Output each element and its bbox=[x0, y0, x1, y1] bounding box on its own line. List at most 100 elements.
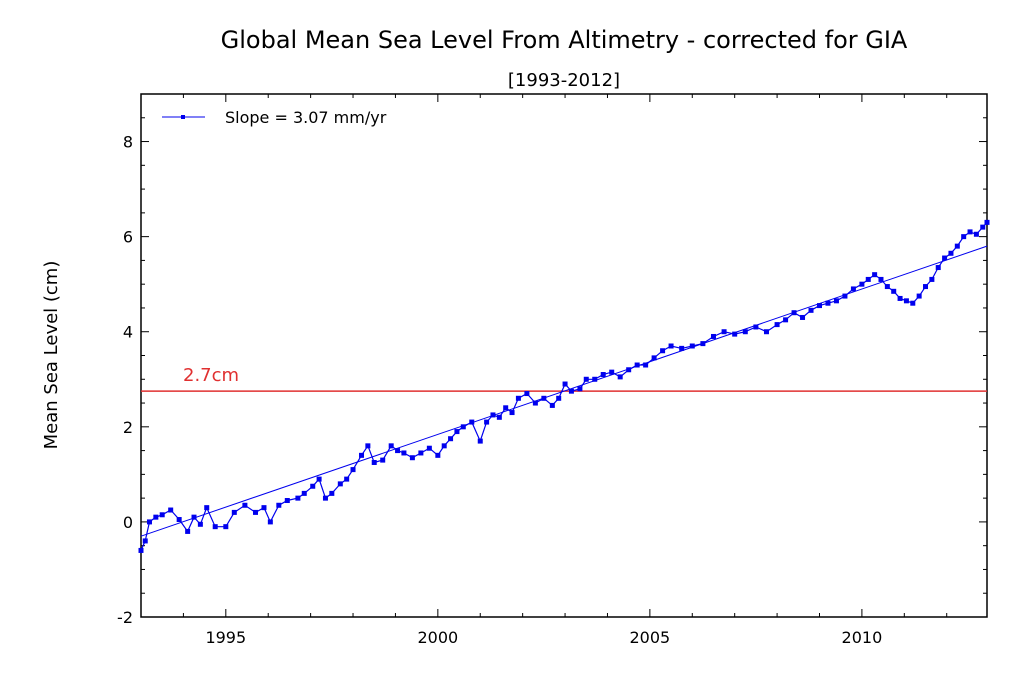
data-point bbox=[973, 231, 979, 237]
chart-title: Global Mean Sea Level From Altimetry - c… bbox=[221, 26, 908, 54]
y-tick-label: 8 bbox=[123, 133, 133, 152]
data-point bbox=[301, 490, 307, 496]
plot-area: -2 0 2 4 6 8 1995 2000 2005 2010 2.7cm Slope = 3.07… bbox=[117, 93, 990, 647]
data-point bbox=[634, 362, 640, 368]
data-point bbox=[365, 443, 371, 449]
data-point bbox=[138, 547, 144, 553]
data-point bbox=[460, 424, 466, 430]
data-point bbox=[532, 400, 538, 406]
x-tick-label: 2010 bbox=[842, 628, 883, 647]
data-point bbox=[191, 514, 197, 520]
y-axis-label: Mean Sea Level (cm) bbox=[41, 261, 62, 450]
data-point bbox=[197, 521, 203, 527]
data-point bbox=[524, 391, 530, 397]
data-point bbox=[791, 310, 797, 316]
data-point bbox=[910, 300, 916, 306]
data-point bbox=[562, 381, 568, 387]
data-point bbox=[344, 476, 350, 482]
data-point bbox=[541, 395, 547, 401]
data-point bbox=[942, 255, 948, 261]
data-point bbox=[891, 288, 897, 294]
data-point bbox=[316, 476, 322, 482]
data-point bbox=[441, 443, 447, 449]
data-point bbox=[617, 374, 623, 380]
data-point bbox=[916, 293, 922, 299]
data-point bbox=[490, 412, 496, 418]
data-point bbox=[496, 414, 502, 420]
y-tick-label: 0 bbox=[123, 513, 133, 532]
data-point bbox=[401, 450, 407, 456]
data-point bbox=[833, 298, 839, 304]
data-point bbox=[337, 481, 343, 487]
y-tick-label: 2 bbox=[123, 418, 133, 437]
data-point bbox=[850, 286, 856, 292]
legend-marker bbox=[181, 115, 185, 119]
data-point bbox=[503, 405, 509, 411]
data-point bbox=[267, 519, 273, 525]
data-point bbox=[176, 517, 182, 523]
data-point bbox=[142, 538, 148, 544]
data-point bbox=[469, 419, 475, 425]
data-point bbox=[388, 443, 394, 449]
data-point bbox=[371, 459, 377, 465]
data-point bbox=[223, 524, 229, 530]
data-point bbox=[660, 348, 666, 354]
data-point bbox=[322, 495, 328, 501]
data-point bbox=[426, 445, 432, 451]
x-tick-label: 1995 bbox=[205, 628, 246, 647]
data-point bbox=[816, 303, 822, 309]
data-point bbox=[609, 369, 615, 375]
data-point bbox=[295, 495, 301, 501]
data-point bbox=[923, 284, 929, 290]
data-point bbox=[651, 355, 657, 361]
data-point bbox=[395, 448, 401, 454]
data-point bbox=[643, 362, 649, 368]
data-point bbox=[418, 450, 424, 456]
data-point bbox=[168, 507, 174, 513]
data-point bbox=[231, 509, 237, 515]
data-point bbox=[568, 388, 574, 394]
data-point bbox=[732, 331, 738, 337]
data-point bbox=[800, 314, 806, 320]
data-point bbox=[509, 410, 515, 416]
data-point bbox=[359, 452, 365, 458]
data-point bbox=[808, 307, 814, 313]
data-point bbox=[948, 250, 954, 256]
data-point bbox=[710, 333, 716, 339]
data-point bbox=[742, 329, 748, 335]
data-point bbox=[310, 483, 316, 489]
data-point bbox=[825, 300, 831, 306]
data-point bbox=[967, 229, 973, 235]
data-point bbox=[212, 524, 218, 530]
data-point bbox=[721, 329, 727, 335]
data-point bbox=[878, 276, 884, 282]
data-point bbox=[753, 324, 759, 330]
data-point bbox=[783, 317, 789, 323]
data-point bbox=[980, 224, 986, 230]
data-point bbox=[435, 452, 441, 458]
data-point bbox=[185, 528, 191, 534]
data-point bbox=[903, 298, 909, 304]
data-point bbox=[204, 505, 210, 511]
data-point bbox=[954, 243, 960, 249]
data-point bbox=[984, 219, 990, 225]
data-point bbox=[159, 512, 165, 518]
data-point bbox=[884, 284, 890, 290]
data-point bbox=[700, 341, 706, 347]
legend-label: Slope = 3.07 mm/yr bbox=[225, 108, 387, 127]
data-point bbox=[252, 509, 258, 515]
data-point bbox=[859, 281, 865, 287]
data-point bbox=[515, 395, 521, 401]
chart-subtitle: [1993-2012] bbox=[508, 70, 620, 91]
data-point bbox=[454, 429, 460, 435]
data-point bbox=[592, 376, 598, 382]
data-point bbox=[242, 502, 248, 508]
data-point bbox=[448, 436, 454, 442]
data-point bbox=[284, 498, 290, 504]
data-point bbox=[929, 276, 935, 282]
data-point bbox=[409, 455, 415, 461]
data-point bbox=[556, 395, 562, 401]
y-tick-label: 6 bbox=[123, 228, 133, 247]
data-point bbox=[153, 514, 159, 520]
x-tick-label: 2000 bbox=[417, 628, 458, 647]
